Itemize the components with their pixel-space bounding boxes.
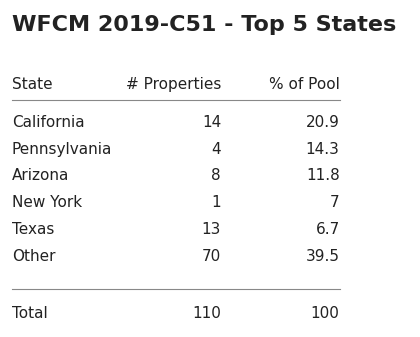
Text: # Properties: # Properties [126, 76, 221, 92]
Text: 11.8: 11.8 [306, 168, 340, 184]
Text: 20.9: 20.9 [306, 115, 340, 130]
Text: 13: 13 [202, 222, 221, 237]
Text: Other: Other [12, 249, 55, 264]
Text: State: State [12, 76, 52, 92]
Text: New York: New York [12, 195, 82, 210]
Text: California: California [12, 115, 84, 130]
Text: Total: Total [12, 306, 47, 320]
Text: 4: 4 [211, 142, 221, 157]
Text: 14: 14 [202, 115, 221, 130]
Text: % of Pool: % of Pool [269, 76, 340, 92]
Text: Pennsylvania: Pennsylvania [12, 142, 112, 157]
Text: 39.5: 39.5 [306, 249, 340, 264]
Text: 1: 1 [211, 195, 221, 210]
Text: WFCM 2019-C51 - Top 5 States: WFCM 2019-C51 - Top 5 States [12, 15, 396, 35]
Text: Texas: Texas [12, 222, 54, 237]
Text: Arizona: Arizona [12, 168, 69, 184]
Text: 7: 7 [330, 195, 340, 210]
Text: 100: 100 [311, 306, 340, 320]
Text: 110: 110 [192, 306, 221, 320]
Text: 8: 8 [211, 168, 221, 184]
Text: 70: 70 [202, 249, 221, 264]
Text: 6.7: 6.7 [315, 222, 340, 237]
Text: 14.3: 14.3 [306, 142, 340, 157]
